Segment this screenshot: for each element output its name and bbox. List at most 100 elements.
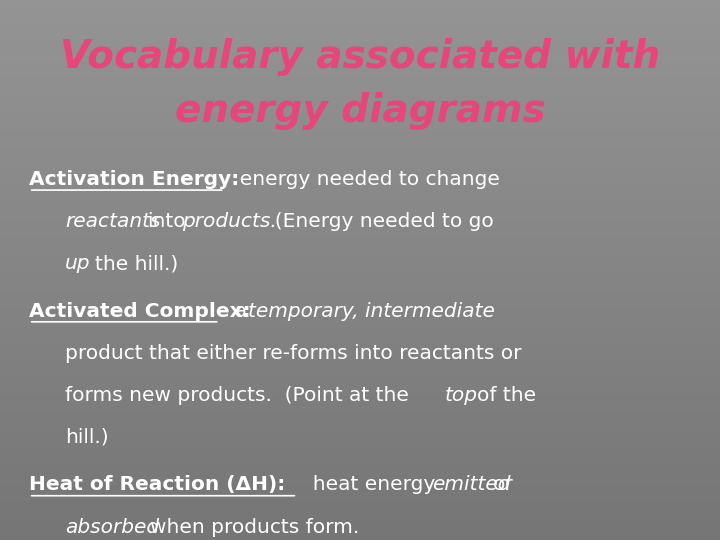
Bar	[0, 173, 720, 176]
Bar	[0, 321, 720, 324]
Bar	[0, 373, 720, 375]
Bar	[0, 76, 720, 78]
Bar	[0, 135, 720, 138]
Bar	[0, 294, 720, 297]
Bar	[0, 227, 720, 229]
Bar	[0, 124, 720, 127]
Bar	[0, 32, 720, 35]
Bar	[0, 537, 720, 540]
Bar	[0, 448, 720, 451]
Bar	[0, 5, 720, 8]
Bar	[0, 526, 720, 529]
Bar	[0, 22, 720, 24]
Bar	[0, 65, 720, 68]
Bar	[0, 154, 720, 157]
Bar	[0, 192, 720, 194]
Bar	[0, 343, 720, 346]
Bar	[0, 200, 720, 202]
Bar	[0, 284, 720, 286]
Bar	[0, 211, 720, 213]
Bar	[0, 38, 720, 40]
Bar	[0, 62, 720, 65]
Bar	[0, 43, 720, 46]
Bar	[0, 440, 720, 443]
Bar	[0, 216, 720, 219]
Bar	[0, 108, 720, 111]
Bar	[0, 230, 720, 232]
Bar	[0, 497, 720, 500]
Bar	[0, 392, 720, 394]
Bar	[0, 103, 720, 105]
Bar	[0, 70, 720, 73]
Bar	[0, 262, 720, 265]
Bar	[0, 73, 720, 76]
Text: top: top	[444, 386, 477, 405]
Bar	[0, 181, 720, 184]
Bar	[0, 100, 720, 103]
Bar	[0, 186, 720, 189]
Bar	[0, 267, 720, 270]
Bar	[0, 518, 720, 521]
Text: hill.): hill.)	[65, 428, 109, 447]
Bar	[0, 189, 720, 192]
Text: Vocabulary associated with: Vocabulary associated with	[60, 38, 660, 76]
Bar	[0, 286, 720, 289]
Bar	[0, 394, 720, 397]
Text: energy needed to change: energy needed to change	[227, 170, 500, 189]
Bar	[0, 130, 720, 132]
Text: or: or	[492, 475, 513, 495]
Text: forms new products.  (Point at the: forms new products. (Point at the	[65, 386, 409, 405]
Text: into: into	[148, 212, 186, 231]
Bar	[0, 375, 720, 378]
Bar	[0, 81, 720, 84]
Bar	[0, 113, 720, 116]
Bar	[0, 159, 720, 162]
Bar	[0, 35, 720, 38]
Bar	[0, 508, 720, 510]
Text: heat energy: heat energy	[300, 475, 435, 495]
Bar	[0, 278, 720, 281]
Bar	[0, 421, 720, 424]
Bar	[0, 418, 720, 421]
Bar	[0, 529, 720, 532]
Bar	[0, 319, 720, 321]
Bar	[0, 14, 720, 16]
Text: reactants: reactants	[65, 212, 161, 231]
Bar	[0, 116, 720, 119]
Bar	[0, 119, 720, 122]
Bar	[0, 351, 720, 354]
Text: energy diagrams: energy diagrams	[175, 92, 545, 130]
Bar	[0, 405, 720, 408]
Bar	[0, 84, 720, 86]
Bar	[0, 432, 720, 435]
Bar	[0, 248, 720, 251]
Bar	[0, 246, 720, 248]
Bar	[0, 443, 720, 445]
Bar	[0, 408, 720, 410]
Bar	[0, 270, 720, 273]
Bar	[0, 340, 720, 343]
Bar	[0, 8, 720, 11]
Bar	[0, 459, 720, 462]
Bar	[0, 402, 720, 405]
Bar	[0, 140, 720, 143]
Bar	[0, 370, 720, 373]
Bar	[0, 356, 720, 359]
Text: the hill.): the hill.)	[95, 254, 179, 273]
Bar	[0, 86, 720, 89]
Bar	[0, 265, 720, 267]
Bar	[0, 481, 720, 483]
Bar	[0, 292, 720, 294]
Bar	[0, 254, 720, 256]
Bar	[0, 273, 720, 275]
Text: (Energy needed to go: (Energy needed to go	[262, 212, 494, 231]
Bar	[0, 68, 720, 70]
Text: absorbed: absorbed	[65, 517, 159, 537]
Bar	[0, 11, 720, 14]
Bar	[0, 413, 720, 416]
Bar	[0, 27, 720, 30]
Bar	[0, 24, 720, 27]
Bar	[0, 354, 720, 356]
Bar	[0, 162, 720, 165]
Bar	[0, 335, 720, 338]
